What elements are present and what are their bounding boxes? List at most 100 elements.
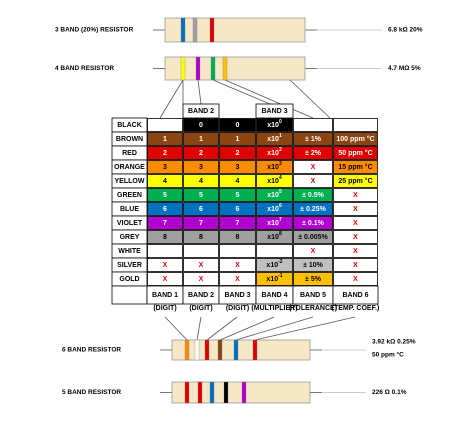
multiplier-base: x10 <box>266 276 278 283</box>
color-band <box>217 339 223 361</box>
cell <box>256 230 293 244</box>
cell <box>183 188 219 202</box>
cell <box>256 174 293 188</box>
connector <box>159 79 184 119</box>
row-name: WHITE <box>118 248 141 255</box>
cell-text: 1 <box>163 136 167 143</box>
cell-text: ± 0.25% <box>300 206 326 213</box>
resistor-value: 3.92 kΩ 0.25% <box>372 339 416 346</box>
cell-text: 0 <box>199 122 203 129</box>
cell <box>147 132 183 146</box>
resistor-value: 226 Ω 0.1% <box>372 389 407 396</box>
cell-text: 7 <box>199 220 203 227</box>
color-band <box>222 56 228 81</box>
cell <box>219 272 256 286</box>
multiplier: x108 <box>267 231 282 241</box>
multiplier-base: x10 <box>267 136 279 143</box>
cell <box>183 174 219 188</box>
footer-note: (MULTIPLIER) <box>251 305 297 312</box>
cell-text: ± 0.005% <box>298 234 328 241</box>
row-name: YELLOW <box>115 178 145 185</box>
multiplier-exp: 9 <box>279 245 282 251</box>
cell <box>256 258 293 272</box>
cell-text: 0 <box>236 122 240 129</box>
cell-text: 2 <box>236 150 240 157</box>
cell-text: 6 <box>163 206 167 213</box>
color-band <box>252 339 258 361</box>
cell <box>219 244 256 258</box>
multiplier-exp: -2 <box>278 259 283 265</box>
color-band <box>233 339 239 361</box>
row-name: RED <box>122 150 137 157</box>
multiplier: x107 <box>267 217 282 227</box>
connector <box>235 316 314 341</box>
row-name: BROWN <box>116 136 143 143</box>
color-band <box>204 339 210 361</box>
multiplier-exp: 4 <box>279 175 282 181</box>
cell <box>219 216 256 230</box>
cell <box>147 244 183 258</box>
row-name: BLUE <box>120 206 139 213</box>
multiplier: x10-1 <box>266 273 282 283</box>
multiplier: x104 <box>267 175 282 185</box>
cell <box>333 258 378 272</box>
footer-label: BAND 1 <box>152 292 178 299</box>
multiplier-base: x10 <box>267 178 279 185</box>
color-band <box>209 381 215 404</box>
multiplier-exp: 2 <box>279 147 282 153</box>
footer-label: BAND 2 <box>188 292 214 299</box>
cell-text: X <box>199 276 204 283</box>
top-label: BAND 3 <box>261 108 287 115</box>
cell <box>147 160 183 174</box>
top-label: BAND 2 <box>188 108 214 115</box>
footer-note: (DIGIT) <box>226 305 249 312</box>
resistor-value: 6.8 kΩ 20% <box>388 27 423 34</box>
cell <box>256 188 293 202</box>
cell <box>219 160 256 174</box>
resistor-body <box>164 17 306 43</box>
cell <box>219 188 256 202</box>
cell <box>256 146 293 160</box>
resistor-body <box>171 381 311 404</box>
cell <box>293 132 333 146</box>
cell <box>333 272 378 286</box>
top-label-box <box>182 103 220 119</box>
connector <box>289 79 331 119</box>
cell-text: 9 <box>163 248 167 255</box>
multiplier-exp: 6 <box>279 203 282 209</box>
connector <box>254 316 356 341</box>
cell-text: 5 <box>163 192 167 199</box>
cell <box>293 188 333 202</box>
multiplier: x102 <box>267 147 282 157</box>
cell <box>293 230 333 244</box>
resistor-label: 3 BAND (20%) RESISTOR <box>55 27 134 34</box>
cell-text: X <box>163 276 168 283</box>
color-band <box>184 381 190 404</box>
color-band <box>192 17 198 43</box>
color-band <box>223 381 229 404</box>
cell-text: ± 2% <box>305 150 322 157</box>
cell <box>183 146 219 160</box>
connector <box>196 316 202 341</box>
cell <box>183 132 219 146</box>
cell <box>183 230 219 244</box>
cell <box>293 216 333 230</box>
resistor-label: 6 BAND RESISTOR <box>62 347 121 354</box>
cell-text: X <box>353 276 358 283</box>
color-band <box>210 56 216 81</box>
cell <box>256 118 293 132</box>
cell-text: 6 <box>199 206 203 213</box>
cell <box>333 244 378 258</box>
cell-text: 2 <box>199 150 203 157</box>
color-band <box>241 381 247 404</box>
resistor-label: 5 BAND RESISTOR <box>62 389 121 396</box>
cell <box>256 202 293 216</box>
cell <box>183 216 219 230</box>
cell <box>219 202 256 216</box>
cell <box>147 118 183 132</box>
cell <box>293 174 333 188</box>
resistor-label: 4 BAND RESISTOR <box>55 65 114 72</box>
multiplier-base: x10 <box>267 164 279 171</box>
cell-text: 3 <box>163 164 167 171</box>
